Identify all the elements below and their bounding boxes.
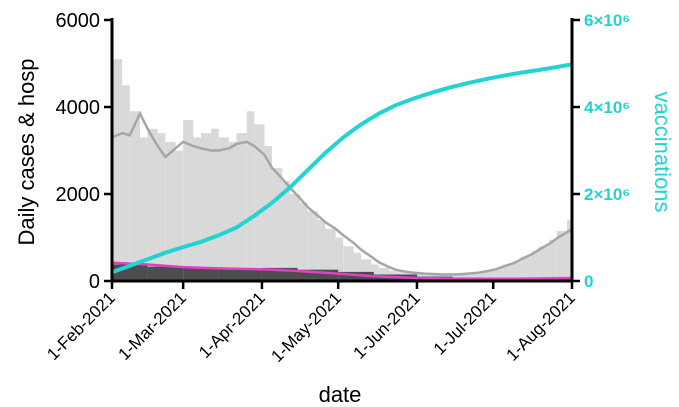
cases-bar (193, 137, 201, 281)
cases-bar (264, 146, 273, 281)
vaccinations-line (111, 62, 573, 275)
y2-tick-label: 6×10⁶ (584, 11, 630, 30)
cases-bar (539, 246, 550, 281)
hosp-bar (147, 266, 184, 281)
cases-bar (228, 141, 237, 281)
x-tick-label: 1-Feb-2021 (43, 288, 119, 364)
cases-bar (272, 167, 283, 281)
cases-bar (335, 237, 344, 281)
cases-bar (378, 267, 390, 281)
x-tick-label: 1-Aug-2021 (503, 288, 579, 364)
x-axis-label: date (319, 382, 362, 407)
cases-bar (478, 272, 486, 281)
x-tick-label: 1-Mar-2021 (114, 288, 190, 364)
cases-bar (147, 128, 158, 282)
cases-bar (129, 111, 140, 281)
cases-bar (165, 141, 176, 281)
y2-axis-label: vaccinations (650, 91, 675, 212)
cases-bar (531, 251, 539, 281)
hosp-bar (338, 271, 374, 281)
y-tick-label: 4000 (56, 97, 101, 119)
cases-bar (122, 85, 130, 282)
cases-bar (549, 239, 557, 281)
y-tick-label: 2000 (56, 184, 101, 206)
right-ticks-group: 0 2×10⁶ 4×10⁶ 6×10⁶ (572, 11, 630, 291)
cases-bar (467, 273, 478, 281)
cases-bar (485, 270, 496, 281)
cases-bar (218, 137, 229, 281)
cases-bar (343, 246, 354, 281)
y2-tick-label: 0 (584, 272, 593, 291)
cases-bar (112, 59, 123, 282)
cases-bar (300, 202, 308, 281)
cases-bar (353, 252, 361, 281)
cases-bar (175, 150, 184, 281)
cases-bar (495, 267, 504, 281)
cases-bar (521, 256, 532, 281)
y-axis-label: Daily cases & hosp (14, 58, 39, 245)
y2-tick-label: 2×10⁶ (584, 185, 630, 204)
cases-bar (211, 128, 219, 282)
cases-bar (282, 180, 290, 281)
cases-bar (157, 133, 166, 281)
cases-bar (289, 194, 301, 281)
y-tick-label: 0 (89, 271, 100, 293)
cases-bar (325, 228, 336, 281)
cases-average-line (111, 110, 573, 276)
cases-bar (307, 211, 318, 281)
cases-bar (254, 124, 265, 282)
cases-bar (140, 137, 148, 281)
y-tick-label: 6000 (56, 10, 101, 32)
hosp-bar (183, 267, 219, 281)
x-tick-label: 1-Jul-2021 (430, 288, 500, 358)
hosp-bar (297, 269, 339, 281)
cases-bar (183, 120, 194, 281)
cases-bar (503, 264, 514, 281)
cases-bar (361, 259, 372, 282)
x-tick-label: 1-Jun-2021 (350, 288, 424, 362)
hosp-line (111, 261, 573, 281)
left-ticks-group: 0 2000 4000 6000 (56, 10, 112, 293)
y2-tick-label: 4×10⁶ (584, 98, 630, 117)
cases-bar (513, 261, 522, 281)
x-tick-label: 1-May-2021 (267, 288, 345, 366)
cases-bar (371, 264, 379, 281)
hosp-bar (218, 268, 262, 281)
cases-bar (201, 133, 212, 281)
cases-bar (556, 231, 567, 281)
cases-bar (246, 111, 255, 281)
x-tick-label: 1-Apr-2021 (195, 288, 269, 362)
cases-bar (236, 133, 247, 281)
cases-bar (317, 220, 326, 281)
cases-bar (566, 220, 572, 281)
